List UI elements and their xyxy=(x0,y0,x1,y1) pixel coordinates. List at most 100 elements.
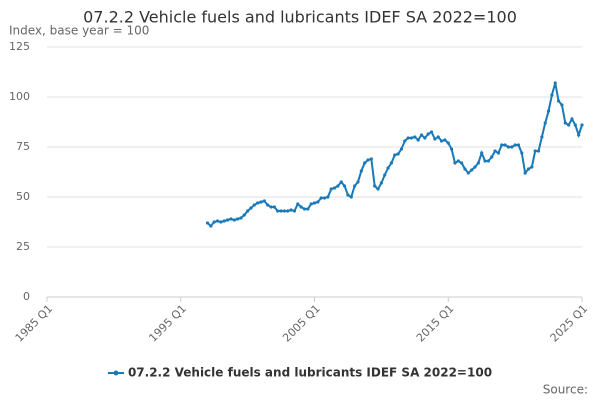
data-point xyxy=(252,203,256,207)
chart-title: 07.2.2 Vehicle fuels and lubricants IDEF… xyxy=(83,8,517,27)
data-point xyxy=(359,169,363,173)
data-point xyxy=(436,135,440,139)
data-point xyxy=(543,121,547,125)
data-point xyxy=(366,158,370,162)
data-point xyxy=(232,218,236,222)
data-point xyxy=(319,196,323,200)
data-point xyxy=(536,149,541,153)
y-tick-label: 25 xyxy=(16,240,30,253)
data-point xyxy=(463,167,467,171)
data-point xyxy=(540,135,544,139)
data-point xyxy=(286,209,290,213)
data-point xyxy=(246,209,250,213)
data-point xyxy=(292,209,297,213)
data-point xyxy=(302,207,307,211)
data-point xyxy=(369,157,373,161)
data-point xyxy=(510,145,514,149)
x-tick-label: 2005 Q1 xyxy=(280,302,323,345)
data-point xyxy=(577,133,581,137)
data-point xyxy=(209,224,213,228)
data-point xyxy=(289,208,293,212)
y-tick-label: 0 xyxy=(23,290,30,303)
data-point xyxy=(416,138,420,142)
data-point xyxy=(439,139,444,143)
data-point xyxy=(272,205,276,209)
legend-marker xyxy=(113,370,119,376)
y-tick-label: 125 xyxy=(9,40,30,53)
data-point xyxy=(342,184,347,188)
data-point xyxy=(429,130,434,134)
data-point xyxy=(346,193,350,197)
data-point xyxy=(449,147,454,151)
data-point xyxy=(279,209,283,213)
data-point xyxy=(219,220,223,224)
data-point xyxy=(409,136,414,140)
data-point xyxy=(309,202,313,206)
data-point xyxy=(312,201,317,205)
data-point xyxy=(212,220,216,224)
data-point xyxy=(523,171,527,175)
data-point xyxy=(516,143,521,147)
y-tick-label: 50 xyxy=(16,190,30,203)
x-tick-label: 1995 Q1 xyxy=(146,302,189,345)
data-point xyxy=(553,81,557,85)
data-point xyxy=(399,147,404,151)
data-point xyxy=(419,133,424,137)
data-point xyxy=(269,205,273,209)
data-point xyxy=(282,209,287,213)
x-tick-label: 2025 Q1 xyxy=(548,302,591,345)
data-point xyxy=(470,168,474,172)
data-point xyxy=(306,207,310,211)
data-point xyxy=(533,149,537,153)
data-point xyxy=(567,123,571,127)
data-point xyxy=(349,195,353,199)
data-point xyxy=(322,196,327,200)
data-point xyxy=(353,184,357,188)
x-tick-label: 2015 Q1 xyxy=(414,302,457,345)
data-point xyxy=(379,181,383,185)
data-point xyxy=(239,216,243,220)
data-point xyxy=(556,99,561,103)
y-tick-label: 75 xyxy=(16,140,30,153)
data-point xyxy=(483,159,487,163)
data-point xyxy=(413,135,417,139)
data-point xyxy=(326,195,330,199)
data-point xyxy=(339,180,343,184)
data-point xyxy=(530,165,534,169)
data-point xyxy=(563,121,567,125)
data-point xyxy=(490,155,494,159)
data-point xyxy=(396,152,400,156)
data-point xyxy=(480,151,484,155)
data-point xyxy=(259,200,263,204)
data-point xyxy=(473,165,477,169)
data-point xyxy=(356,180,360,184)
legend-label: 07.2.2 Vehicle fuels and lubricants IDEF… xyxy=(128,366,492,380)
data-point xyxy=(520,151,524,155)
y-tick-label: 100 xyxy=(9,90,30,103)
data-point xyxy=(570,117,574,121)
data-point xyxy=(513,143,517,147)
data-point xyxy=(466,171,470,175)
data-point xyxy=(225,218,230,222)
data-point xyxy=(460,161,464,165)
data-point xyxy=(266,203,270,207)
data-point xyxy=(316,200,320,204)
data-point xyxy=(423,136,427,140)
x-tick-label: 1985 Q1 xyxy=(13,302,56,345)
data-point xyxy=(550,93,554,97)
y-axis-label: Index, base year = 100 xyxy=(9,24,149,38)
data-point xyxy=(446,141,450,145)
data-point xyxy=(256,201,260,205)
data-point xyxy=(222,219,226,223)
data-point xyxy=(296,202,300,206)
data-point xyxy=(373,184,377,188)
source: Source: xyxy=(543,383,588,397)
data-point xyxy=(453,161,457,165)
data-point xyxy=(486,159,490,163)
data-point xyxy=(560,103,564,107)
data-point xyxy=(332,186,337,190)
data-point xyxy=(403,139,407,143)
data-point xyxy=(386,166,390,170)
